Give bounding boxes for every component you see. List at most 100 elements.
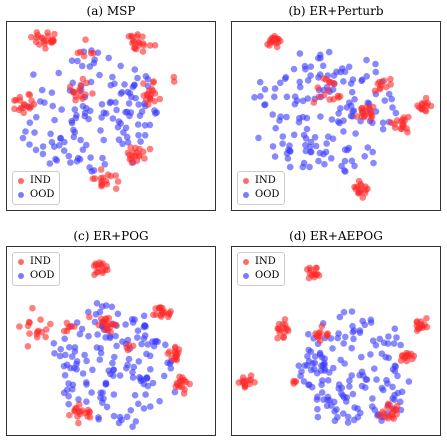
ood-point — [152, 110, 159, 117]
ood-point — [303, 125, 311, 133]
ind-point — [128, 32, 135, 40]
ood-point — [348, 157, 356, 165]
ood-point — [111, 353, 118, 361]
ood-point — [71, 106, 79, 113]
ood-point — [394, 389, 402, 397]
ood-point — [359, 76, 366, 83]
ood-point — [312, 142, 320, 150]
ood-point — [405, 378, 413, 385]
ood-point — [286, 163, 294, 171]
ood-point — [279, 140, 286, 147]
ood-point — [61, 335, 68, 342]
ood-point — [98, 114, 105, 121]
ood-point — [124, 88, 132, 96]
ood-point — [342, 333, 349, 341]
scatter-plot-b — [251, 32, 435, 201]
ood-point — [350, 327, 358, 334]
ood-point — [351, 96, 358, 103]
ind-point — [397, 118, 405, 125]
ood-point — [307, 63, 315, 70]
ood-point — [304, 353, 311, 360]
ood-point — [124, 139, 132, 146]
ood-point — [307, 348, 315, 355]
ind-point — [139, 48, 147, 55]
ind-point — [156, 95, 164, 103]
ood-point — [340, 78, 347, 85]
ood-point — [277, 79, 284, 87]
ood-point — [357, 409, 364, 417]
ood-point — [55, 69, 62, 77]
ood-point — [41, 99, 48, 106]
ood-point — [290, 65, 298, 73]
ood-point — [118, 89, 126, 96]
ood-point — [314, 413, 322, 421]
ind-point — [26, 330, 33, 337]
ood-point — [142, 73, 150, 80]
ind-point — [151, 42, 159, 49]
ood-point — [96, 356, 104, 363]
ood-point — [138, 108, 146, 115]
ood-point — [108, 303, 116, 311]
ood-point — [81, 109, 89, 117]
ood-point — [296, 83, 304, 91]
ood-point — [344, 146, 351, 154]
ood-point — [290, 131, 298, 139]
ood-point — [318, 389, 326, 396]
ood-point — [83, 398, 90, 405]
ind-point — [322, 76, 330, 83]
ind-point — [42, 333, 49, 341]
ood-point — [344, 413, 352, 421]
ood-point — [109, 115, 117, 122]
ood-point — [56, 142, 63, 149]
ood-point — [338, 162, 345, 170]
ood-point — [81, 351, 88, 359]
ind-point — [274, 334, 281, 342]
ood-point — [39, 143, 47, 150]
ood-point — [333, 406, 340, 413]
ood-point — [92, 311, 100, 318]
ind-point — [365, 110, 373, 117]
ood-point — [32, 146, 40, 154]
ood-point — [125, 355, 133, 363]
legend-item-ood: OOD — [243, 188, 279, 202]
ood-point — [261, 86, 269, 93]
ood-point — [315, 54, 322, 62]
ind-point — [351, 183, 358, 191]
ood-point — [103, 403, 111, 411]
ood-point — [115, 419, 123, 427]
ind-point — [63, 327, 71, 335]
ood-point — [283, 93, 291, 101]
ood-point — [66, 344, 73, 351]
ood-point — [116, 413, 124, 421]
ood-point — [79, 370, 87, 377]
legend-item-ind: IND — [18, 174, 54, 188]
ood-point — [117, 62, 124, 70]
ind-point — [371, 87, 379, 95]
legend-marker-ind — [243, 178, 249, 184]
ood-point — [363, 376, 371, 383]
ind-point — [89, 175, 97, 182]
ood-point — [99, 389, 106, 396]
ind-point — [86, 414, 94, 421]
ood-point — [124, 361, 131, 369]
ind-point — [405, 351, 412, 358]
ind-point — [77, 81, 84, 89]
ood-point — [107, 81, 115, 89]
ood-point — [293, 97, 301, 104]
ood-point — [99, 154, 106, 162]
ood-point — [33, 113, 40, 121]
legend-marker-ind — [18, 178, 24, 184]
ood-point — [384, 340, 392, 347]
ind-point — [266, 42, 273, 49]
ood-point — [134, 334, 141, 341]
ind-point — [418, 322, 426, 330]
ind-point — [427, 102, 435, 110]
ood-point — [340, 128, 347, 135]
scatter-panel-d: IND OOD — [231, 246, 441, 436]
ood-point — [77, 136, 84, 144]
ind-point — [51, 30, 58, 38]
ood-point — [369, 337, 377, 344]
ood-point — [31, 129, 38, 136]
ood-point — [302, 141, 309, 149]
ind-point — [150, 311, 157, 319]
